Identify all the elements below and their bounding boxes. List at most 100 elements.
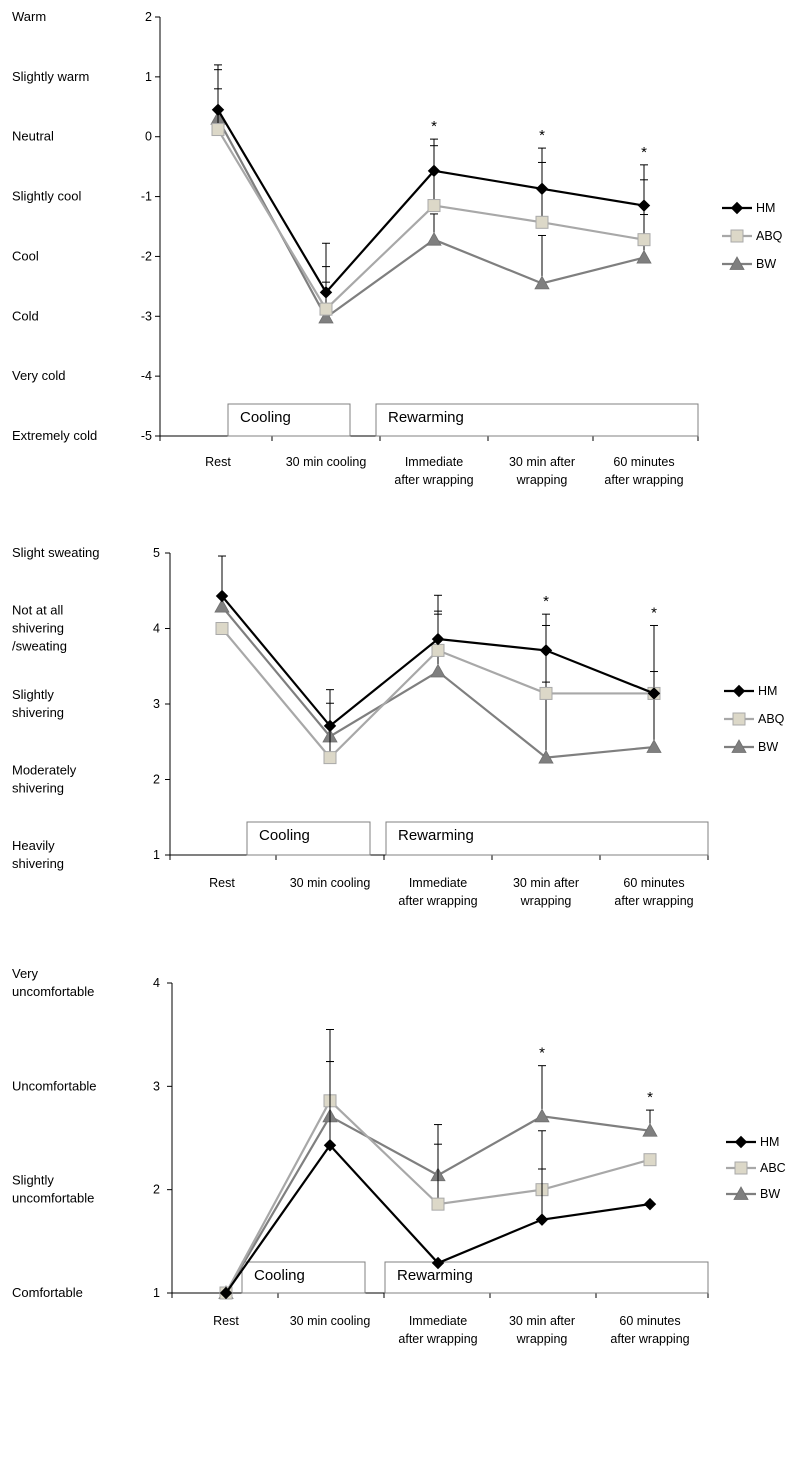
rewarming-box [375, 403, 699, 437]
x-tick-label: 30 min after [509, 1314, 575, 1328]
y-tick-label: -4 [141, 369, 152, 383]
x-tick-label: wrapping [520, 894, 572, 908]
data-point [323, 751, 337, 765]
legend-label: BW [758, 740, 778, 754]
y-tick-label: -3 [141, 309, 152, 323]
x-tick-label: after wrapping [614, 894, 693, 908]
x-tick-label: Immediate [409, 1314, 467, 1328]
data-point [211, 103, 225, 116]
cooling-label: Cooling [259, 827, 310, 844]
cooling-box [227, 403, 351, 437]
x-tick-label: after wrapping [610, 1332, 689, 1346]
data-point [534, 1108, 550, 1123]
series-abq [211, 69, 651, 316]
chart-panel-1: -5 -4 -3 -2 -1 0 1 2 Warm Slightly warm Neutral Sli… [12, 9, 783, 487]
data-point [642, 1122, 658, 1137]
legend-label: BW [760, 1187, 780, 1201]
data-point [431, 632, 445, 646]
scale-label: Very cold [12, 368, 65, 383]
data-point [430, 663, 446, 678]
data-point [535, 182, 549, 195]
scale-label: Slightly [12, 1173, 54, 1188]
scale-label: Cool [12, 248, 39, 263]
rewarming-box [385, 821, 709, 856]
scale-label: Not at all [12, 603, 63, 618]
cooling-label: Cooling [240, 409, 291, 426]
scale-label: Moderately [12, 763, 77, 778]
data-point [431, 1256, 445, 1270]
significance-star: * [641, 144, 647, 161]
data-point [319, 302, 333, 316]
y-tick-label: 2 [153, 1183, 160, 1197]
data-point [647, 687, 661, 700]
x-tick-label: 30 min after [509, 455, 575, 469]
series-hm [211, 64, 651, 299]
legend-label: HM [760, 1135, 779, 1149]
scale-label: Slight sweating [12, 545, 99, 560]
legend-marker [730, 201, 744, 215]
y-tick-label: 1 [153, 848, 160, 862]
legend: HM ABC BW [726, 1135, 786, 1201]
cooling-label: Cooling [254, 1267, 305, 1284]
legend: HM ABQ BW [724, 684, 785, 754]
scale-label: Slightly [12, 687, 54, 702]
scale-label: Extremely cold [12, 428, 97, 443]
series-hm [219, 1061, 657, 1300]
data-point [426, 231, 442, 246]
scale-label: /sweating [12, 639, 67, 654]
x-tick-label: after wrapping [604, 473, 683, 487]
data-point [637, 233, 651, 247]
legend-marker [729, 256, 745, 270]
data-point [211, 123, 225, 137]
y-tick-label: 4 [153, 622, 160, 636]
data-point [323, 719, 337, 733]
legend-label: HM [756, 201, 775, 215]
rewarming-label: Rewarming [397, 1267, 473, 1284]
cooling-box [246, 821, 371, 856]
scale-label: shivering [12, 621, 64, 636]
legend-label: ABC [760, 1161, 786, 1175]
chart-panel-2: 1 2 3 4 5 Slight sweating Not at all shivering /… [12, 545, 785, 908]
data-point [637, 199, 651, 212]
legend: HM ABQ BW [722, 201, 783, 271]
data-point [215, 589, 229, 603]
y-tick-label: 3 [153, 1079, 160, 1093]
scale-label: Uncomfortable [12, 1078, 97, 1093]
data-point [643, 1197, 657, 1211]
x-tick-label: Rest [213, 1314, 239, 1328]
x-tick-label: after wrapping [394, 473, 473, 487]
x-tick-label: Immediate [409, 876, 467, 890]
legend-marker [734, 1161, 748, 1175]
data-point [535, 215, 549, 229]
y-tick-label: 5 [153, 546, 160, 560]
x-tick-label: 60 minutes [613, 455, 674, 469]
legend-label: HM [758, 684, 777, 698]
legend-label: ABQ [756, 229, 783, 243]
phase-boxes: Cooling Rewarming [241, 1261, 709, 1294]
y-tick-label: 2 [153, 773, 160, 787]
data-point [323, 1139, 337, 1152]
cooling-box [241, 1261, 366, 1294]
x-tick-label: Rest [209, 876, 235, 890]
data-point [319, 286, 333, 299]
x-tick-label: Rest [205, 455, 231, 469]
data-point [431, 643, 445, 657]
scale-label: Neutral [12, 129, 54, 144]
x-tick-label: 30 min cooling [286, 455, 367, 469]
legend-marker [731, 739, 747, 753]
scale-label: Slightly warm [12, 69, 89, 84]
scale-label: uncomfortable [12, 984, 94, 999]
x-tick-label: 60 minutes [623, 876, 684, 890]
legend-label: BW [756, 257, 776, 271]
legend-label: ABQ [758, 712, 785, 726]
significance-star: * [539, 1045, 545, 1062]
data-point [431, 1197, 445, 1211]
x-tick-label: after wrapping [398, 894, 477, 908]
data-point [539, 644, 553, 657]
y-tick-label: 0 [145, 130, 152, 144]
data-point [215, 622, 229, 635]
data-point [534, 275, 550, 290]
significance-star: * [431, 118, 437, 135]
x-tick-label: 30 min cooling [290, 876, 371, 890]
